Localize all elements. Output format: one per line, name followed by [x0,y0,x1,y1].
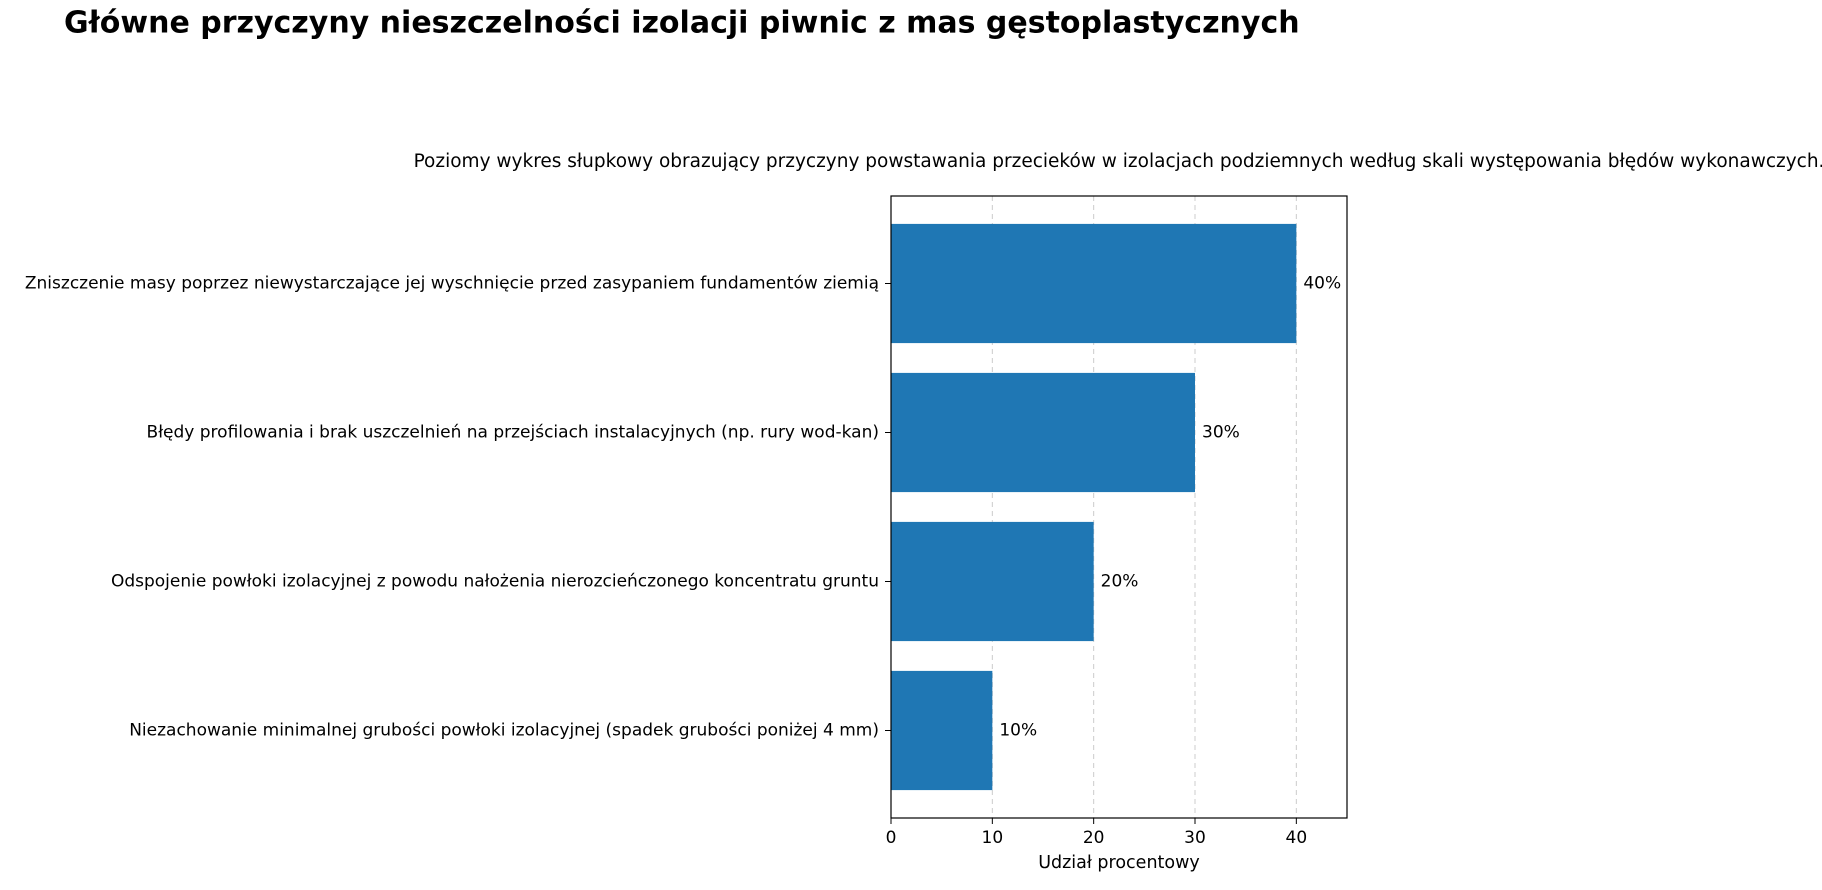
bar [891,372,1195,493]
chart-title: Główne przyczyny nieszczelności izolacji… [64,6,1300,41]
x-tick-label: 40 [1286,828,1308,848]
value-label: 10% [999,721,1037,741]
bar [891,521,1094,642]
y-tick-label: Niezachowanie minimalnej grubości powłok… [129,721,879,741]
bar [891,670,993,791]
y-tick-label: Odspojenie powłoki izolacyjnej z powodu … [111,572,879,592]
chart-subtitle: Poziomy wykres słupkowy obrazujący przyc… [414,151,1822,172]
bar [891,223,1297,344]
x-tick-label: 0 [886,828,897,848]
x-axis-label: Udział procentowy [1038,853,1200,873]
value-label: 40% [1303,274,1341,294]
x-tick-label: 30 [1184,828,1206,848]
y-tick-label: Zniszczenie masy poprzez niewystarczając… [25,274,879,294]
y-tick-label: Błędy profilowania i brak uszczelnień na… [147,423,879,443]
value-label: 20% [1101,572,1139,592]
value-label: 30% [1202,423,1240,443]
x-tick-label: 10 [982,828,1004,848]
plot-frame [890,195,1348,819]
x-tick-label: 20 [1083,828,1105,848]
